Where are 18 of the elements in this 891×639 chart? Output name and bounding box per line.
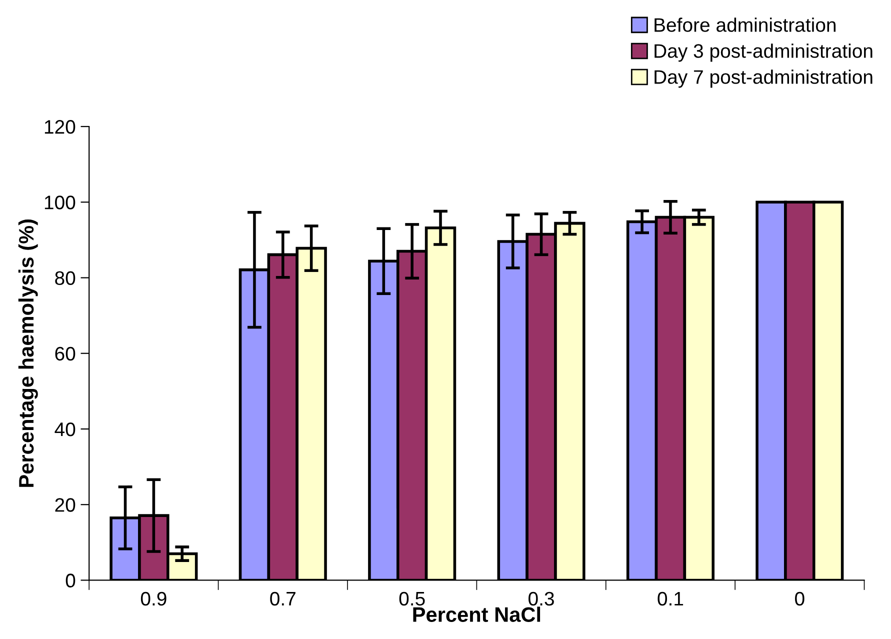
y-tick-label: 0 <box>66 574 76 588</box>
legend-label: Day 7 post-administration <box>654 70 872 88</box>
x-tick-label: 0.5 <box>399 592 425 606</box>
y-tick-label: 100 <box>44 196 76 210</box>
x-tick-label: 0 <box>795 592 804 606</box>
y-tick-label: 60 <box>55 346 76 361</box>
legend-label: Before administration <box>654 18 836 32</box>
y-tick-label: 20 <box>55 498 76 512</box>
legend-label: Day 3 post-administration <box>654 44 872 62</box>
y-tick-label: 120 <box>44 120 76 134</box>
x-axis-title: Percent NaCl <box>413 606 540 622</box>
x-tick-label: 0.9 <box>140 592 166 606</box>
y-tick-label: 80 <box>55 271 76 285</box>
y-axis-title: Percentage haemolysis (%) <box>18 220 38 487</box>
y-tick-label: 40 <box>54 422 76 436</box>
x-tick-label: 0.7 <box>270 592 296 606</box>
x-tick-label: 0.3 <box>528 592 554 606</box>
x-tick-label: 0.1 <box>658 592 684 606</box>
